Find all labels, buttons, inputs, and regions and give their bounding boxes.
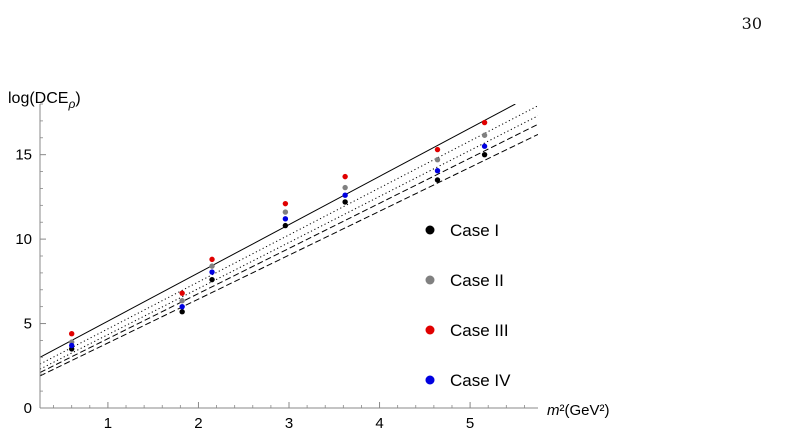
fit-line-dotted-2 [40,105,538,365]
legend-label: Case III [450,321,509,340]
data-point-case-iv [209,269,215,275]
data-point-case-ii [209,263,215,269]
fit-lines-group [40,104,538,377]
data-points-group [68,119,488,352]
data-point-case-iii [342,173,348,180]
data-point-case-iv [68,342,75,349]
data-point-case-iv [282,216,289,222]
data-point-case-i [434,177,441,183]
y-axis-label-base: log(DCE [8,90,68,107]
legend-marker [425,275,435,285]
data-point-case-iv [342,192,348,198]
data-point-case-i [209,276,215,283]
data-point-case-iv [434,168,441,174]
data-point-case-ii [434,157,441,163]
data-point-case-iii [179,290,185,296]
y-tick-label: 15 [15,147,32,164]
legend-label: Case II [450,271,504,290]
x-tick-label: 3 [285,415,293,432]
y-axis-label-sub: ρ [67,97,75,111]
legend-marker [425,375,435,385]
legend-marker [425,225,435,235]
legend-marker [425,325,435,335]
x-axis-label: m²(GeV²) [547,402,610,419]
y-axis-label: log(DCEρ) [8,90,81,111]
data-point-case-i [282,222,289,229]
legend-label: Case IV [450,371,511,390]
data-point-case-ii [282,209,289,215]
data-point-case-iii [282,200,289,207]
legend-label: Case I [450,221,499,240]
data-point-case-iv [179,303,185,310]
x-tick-label: 4 [375,415,383,432]
y-tick-label: 5 [24,316,32,333]
x-axis-label-rest: ²(GeV²) [560,402,610,419]
data-point-case-i [179,309,185,315]
fit-line-dashed-5 [40,133,538,377]
y-tick-label: 10 [15,231,32,248]
x-tick-label: 1 [104,415,112,432]
axes-group: 1 2 3 4 5 0 5 10 15 [15,103,538,432]
fit-line-solid-1 [40,104,516,358]
data-point-case-i [481,151,488,158]
data-point-case-iv [481,143,488,149]
fit-line-dashed-4 [40,123,538,373]
page-number: 30 [741,14,762,33]
data-point-case-iii [434,146,441,153]
data-point-case-ii [481,132,488,138]
data-point-case-iii [209,256,215,263]
data-point-case-iii [481,119,488,126]
x-tick-label: 2 [194,415,202,432]
data-point-case-ii [342,184,348,191]
data-point-case-ii [179,298,185,304]
y-tick-label: 0 [24,400,32,417]
legend: Case I Case II Case III Case IV [425,221,511,390]
x-tick-label: 5 [466,415,474,432]
x-axis-label-m: m [547,402,560,419]
data-point-case-i [342,199,348,205]
y-axis-label-close: ) [75,90,80,107]
data-point-case-iii [68,330,75,337]
